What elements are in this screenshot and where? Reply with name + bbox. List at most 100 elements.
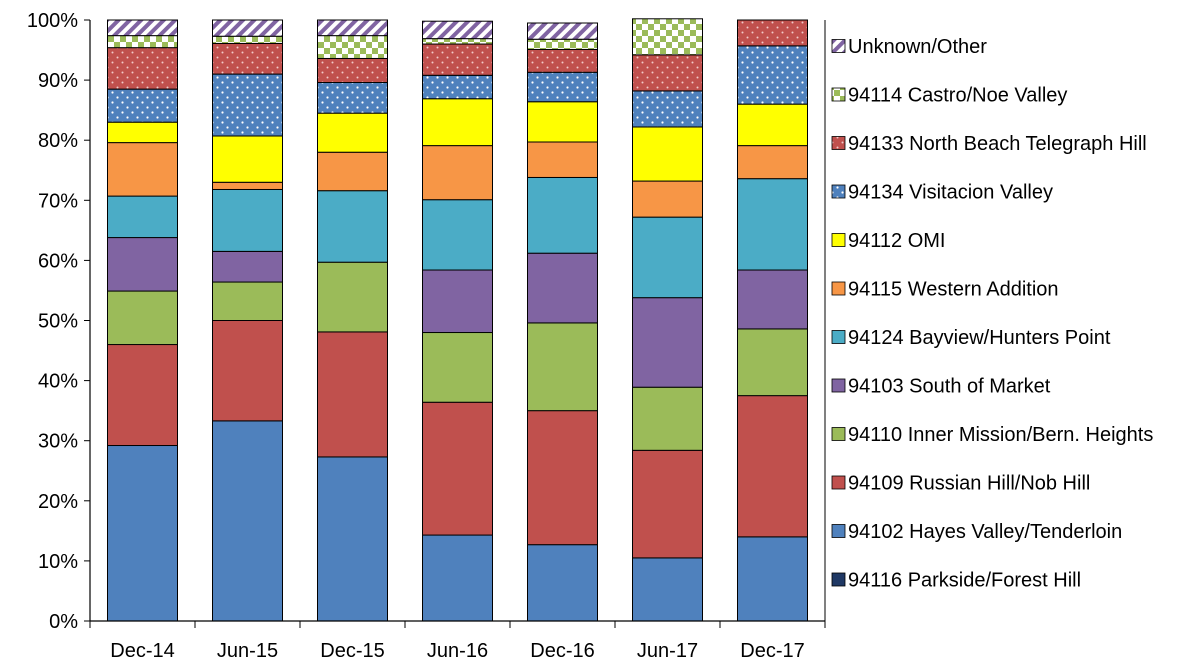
bar-stack-jun-16	[422, 20, 493, 622]
legend-label: 94103 South of Market	[848, 376, 1051, 398]
legend-entry: 94112 OMI	[831, 230, 945, 252]
y-tick-label: 100%	[27, 10, 78, 32]
bar-segment	[737, 328, 808, 397]
bar-segment	[107, 35, 178, 49]
bar-segment	[527, 101, 598, 143]
bar-segment	[317, 261, 388, 333]
bar-segment	[107, 237, 178, 292]
legend-label: 94116 Parkside/Forest Hill	[848, 570, 1081, 592]
legend-swatch	[831, 136, 846, 150]
legend-entry: 94115 Western Addition	[831, 279, 1059, 301]
legend-swatch	[831, 233, 846, 247]
bar-segment	[422, 199, 493, 271]
legend-entry: 94103 South of Market	[831, 376, 1051, 398]
bar-segment	[632, 297, 703, 388]
bar-segment	[422, 20, 493, 40]
bar-segment	[422, 401, 493, 536]
bar-segment	[632, 126, 703, 182]
bar-segment	[317, 57, 388, 84]
bar-segment	[212, 281, 283, 322]
bar-segment	[317, 19, 388, 37]
bar-segment	[527, 544, 598, 622]
legend-entry: 94109 Russian Hill/Nob Hill	[831, 473, 1090, 495]
bar-segment	[107, 121, 178, 144]
bar-segment	[317, 456, 388, 622]
bar-segment	[212, 19, 283, 37]
bar-segment	[527, 410, 598, 546]
bar-segment	[212, 73, 283, 137]
legend-label: 94112 OMI	[848, 230, 945, 252]
y-tick-label: 0%	[49, 611, 78, 633]
bar-segment	[107, 445, 178, 622]
bar-segment	[632, 216, 703, 299]
bar-segment	[422, 74, 493, 100]
x-tick-label: Dec-14	[110, 640, 174, 662]
bar-segment	[737, 269, 808, 330]
bar-segment	[422, 43, 493, 76]
legend-swatch	[831, 427, 846, 441]
legend-swatch	[831, 524, 846, 538]
x-tick-label: Dec-17	[740, 640, 804, 662]
legend-entry: 94133 North Beach Telegraph Hill	[831, 133, 1147, 155]
legend-entry: Unknown/Other	[831, 36, 987, 58]
x-tick-label: Dec-16	[530, 640, 594, 662]
bar-segment	[632, 90, 703, 128]
x-tick-label: Jun-15	[217, 640, 278, 662]
bar-segment	[527, 322, 598, 412]
bar-segment	[632, 386, 703, 451]
bar-segment	[107, 195, 178, 239]
bar-segment	[107, 88, 178, 123]
bar-stack-dec-14	[107, 19, 178, 622]
legend-label: 94102 Hayes Valley/Tenderloin	[848, 521, 1122, 543]
bar-segment	[632, 180, 703, 218]
y-tick-label: 80%	[38, 130, 78, 152]
bar-segment	[527, 22, 598, 40]
legend-swatch	[831, 475, 846, 490]
bar-segment	[317, 190, 388, 263]
legend-label: 94114 Castro/Noe Valley	[848, 85, 1067, 107]
bar-segment	[317, 82, 388, 114]
legend-entry: 94116 Parkside/Forest Hill	[831, 570, 1081, 592]
bar-segment	[737, 178, 808, 271]
legend-entry: 94102 Hayes Valley/Tenderloin	[831, 521, 1122, 543]
legend-label: 94109 Russian Hill/Nob Hill	[848, 473, 1090, 495]
legend-entry: 94124 Bayview/Hunters Point	[831, 327, 1111, 349]
bar-segment	[212, 181, 283, 190]
legend-swatch	[831, 39, 846, 53]
legend-label: 94124 Bayview/Hunters Point	[848, 327, 1111, 349]
x-tick-label: Jun-16	[427, 640, 488, 662]
bar-stack-dec-15	[317, 19, 388, 622]
bar-segment	[422, 534, 493, 622]
bar-segment	[212, 188, 283, 252]
bar-segment	[422, 98, 493, 147]
x-tick-label: Dec-15	[320, 640, 384, 662]
y-tick-label: 90%	[38, 70, 78, 92]
legend-label: 94133 North Beach Telegraph Hill	[848, 133, 1147, 155]
y-tick-label: 20%	[38, 491, 78, 513]
bar-segment	[212, 135, 283, 183]
bar-segment	[737, 103, 808, 147]
bar-segment	[527, 71, 598, 103]
legend-swatch	[831, 572, 846, 587]
legend-entry: 94134 Visitacion Valley	[831, 182, 1053, 204]
legend-swatch	[831, 378, 846, 393]
y-tick-label: 50%	[38, 311, 78, 333]
bar-segment	[317, 331, 388, 458]
bar-segment	[422, 332, 493, 403]
bar-segment	[212, 250, 283, 283]
bar-segment	[737, 145, 808, 180]
bar-segment	[107, 290, 178, 346]
bar-segment	[107, 344, 178, 447]
legend-label: 94115 Western Addition	[848, 279, 1059, 301]
bar-segment	[527, 141, 598, 178]
bar-segment	[107, 19, 178, 37]
legend-swatch	[831, 184, 846, 199]
bar-segment	[212, 320, 283, 422]
x-tick-label: Jun-17	[637, 640, 698, 662]
bar-segment	[737, 45, 808, 105]
bar-segment	[212, 42, 283, 75]
bar-segment	[527, 252, 598, 324]
legend-swatch	[831, 87, 846, 102]
